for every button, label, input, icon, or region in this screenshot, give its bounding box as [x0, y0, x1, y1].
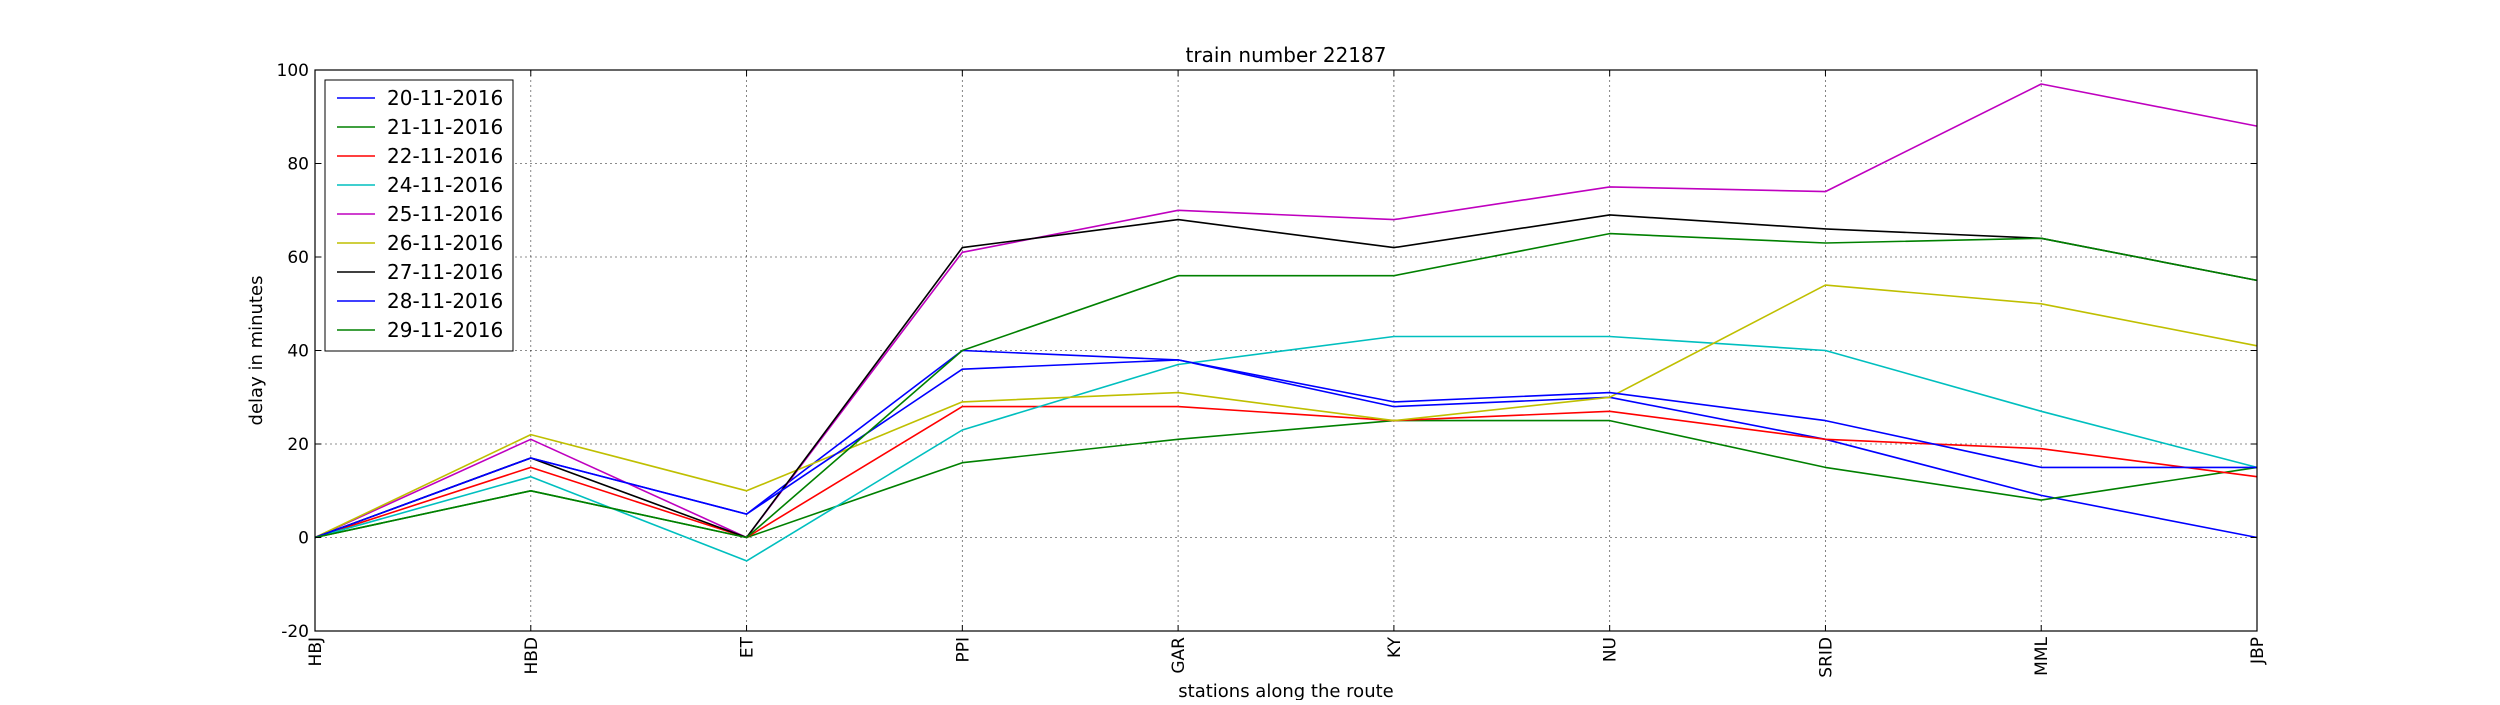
legend-label: 27-11-2016: [387, 260, 503, 284]
legend-label: 25-11-2016: [387, 202, 503, 226]
legend-label: 21-11-2016: [387, 115, 503, 139]
legend: 20-11-2016 21-11-2016 22-11-2016 24-11-2016…: [324, 79, 514, 352]
series-line-9: [314, 232, 2258, 539]
y-tick-label: 100: [277, 61, 309, 81]
y-axis-label: delay in minutes: [246, 276, 267, 426]
x-tick-label: SRID: [1816, 637, 1836, 678]
x-tick-label: JBP: [2248, 637, 2268, 665]
x-tick-label: ET: [738, 636, 758, 658]
x-axis-label: stations along the route: [1178, 681, 1393, 700]
x-tick-label: HBD: [522, 637, 542, 675]
y-tick-label: 0: [298, 529, 309, 549]
legend-label: 20-11-2016: [387, 86, 503, 110]
legend-label: 22-11-2016: [387, 144, 503, 168]
series-line-8: [314, 359, 2257, 539]
chart-title: train number 22187: [1186, 43, 1387, 67]
tick-layer: HBJ HBD ET PPI GAR KY NU SRID MML JBP -20 0 20 40 60 80…: [277, 61, 2268, 678]
legend-box: [324, 79, 514, 352]
y-tick-label: 80: [287, 155, 309, 175]
y-tick-label: 40: [287, 342, 309, 362]
x-tick-label: NU: [1601, 637, 1621, 662]
x-tick-label: KY: [1385, 636, 1405, 658]
series-layer: [314, 83, 2258, 562]
x-tick-label: GAR: [1169, 637, 1189, 674]
legend-label: 28-11-2016: [387, 289, 503, 313]
series-line-5: [314, 83, 2258, 539]
x-tick-label: MML: [2032, 636, 2052, 675]
series-line-4: [314, 335, 2258, 562]
series-line-3: [314, 405, 2258, 539]
x-tick-label: PPI: [953, 637, 973, 663]
legend-label: 29-11-2016: [387, 318, 503, 342]
y-tick-label: -20: [281, 622, 309, 642]
y-tick-label: 60: [287, 248, 309, 268]
series-line-7: [314, 214, 2258, 539]
series-line-2: [314, 419, 2258, 539]
series-line-6: [314, 284, 2258, 539]
x-tick-label: HBJ: [306, 637, 326, 666]
legend-label: 26-11-2016: [387, 231, 503, 255]
y-tick-label: 20: [287, 435, 309, 455]
legend-label: 24-11-2016: [387, 173, 503, 197]
